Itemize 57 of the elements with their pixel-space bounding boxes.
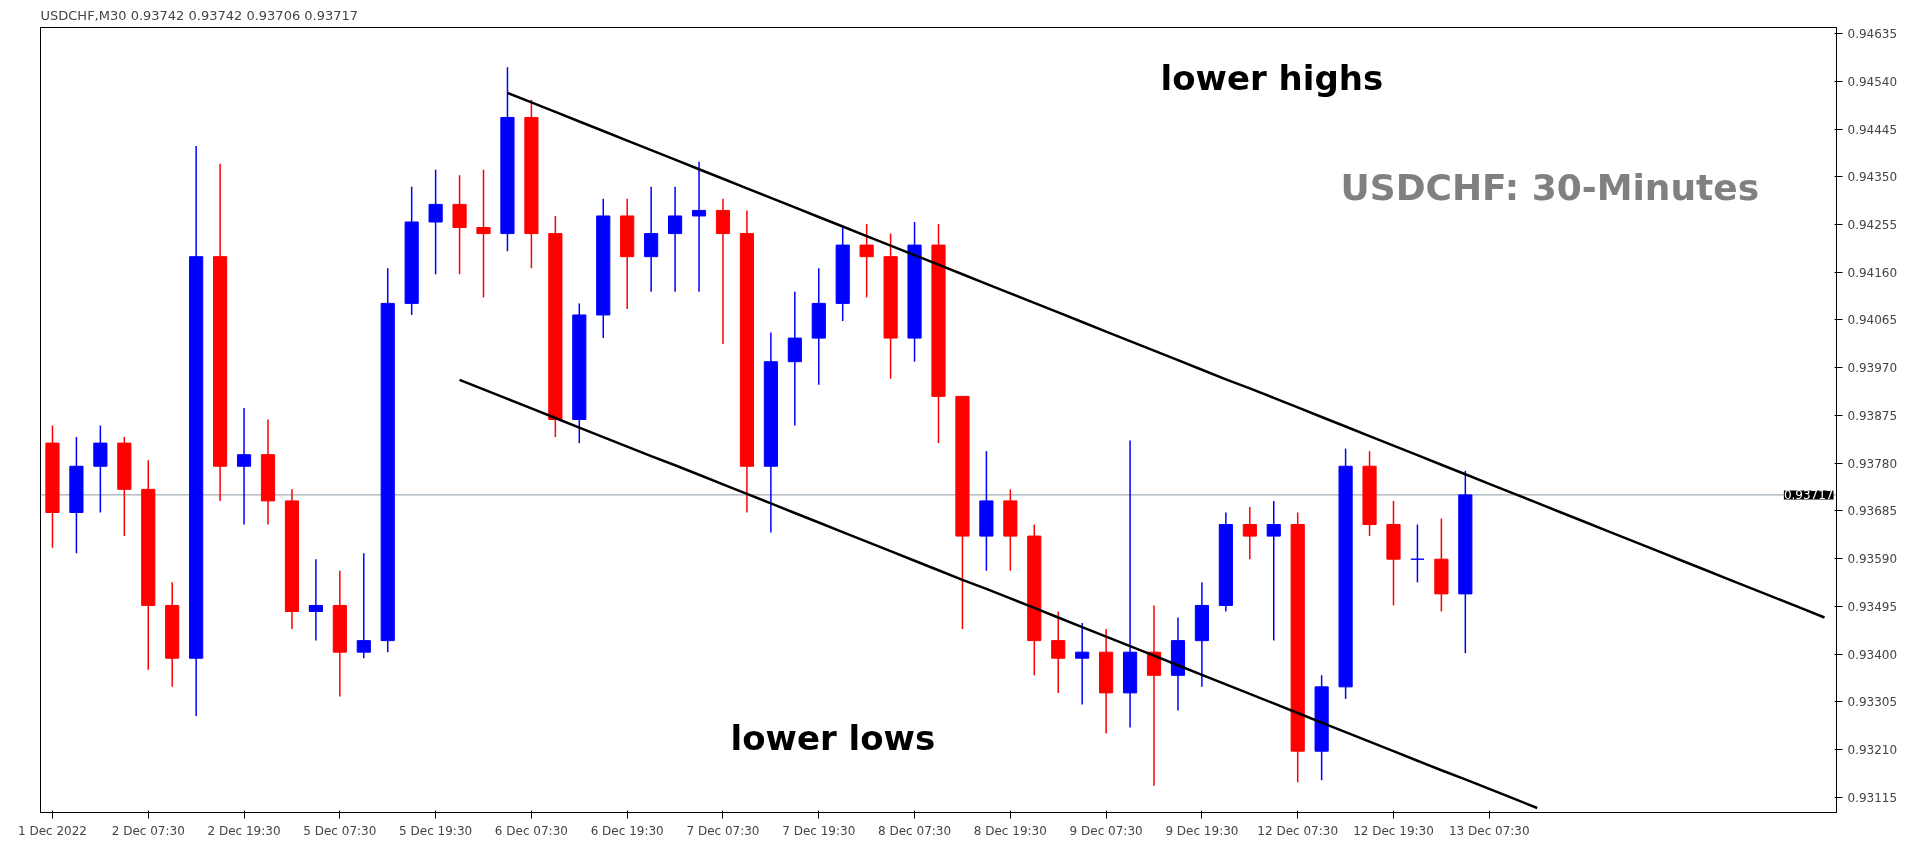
y-tick-label: 0.94445: [1847, 122, 1898, 137]
candlestick: [476, 168, 491, 299]
candlestick: [691, 160, 707, 293]
y-tick-label: 0.93685: [1847, 504, 1898, 519]
candlestick: [1410, 523, 1425, 584]
x-tick-label: 6 Dec 19:30: [590, 823, 664, 838]
candlestick: [668, 186, 683, 293]
line-series: [458, 378, 1539, 810]
candlestick: [1075, 622, 1090, 706]
y-tick-label: 0.93970: [1847, 361, 1898, 376]
x-tick-label: 13 Dec 07:30: [1448, 823, 1530, 838]
x-tick-label: 1 Dec 2022: [17, 823, 87, 838]
candlestick: [428, 168, 443, 276]
candlestick: [715, 198, 731, 345]
y-tick-label: 0.94065: [1847, 313, 1898, 328]
x-tick-label: 7 Dec 07:30: [686, 823, 760, 838]
annotation: lower highs: [1160, 57, 1384, 98]
y-tick-label: 0.94635: [1847, 27, 1898, 42]
ref-line-label: 0.93717: [1783, 488, 1834, 503]
y-tick-label: 0.94540: [1847, 74, 1898, 89]
x-tick-label: 5 Dec 07:30: [303, 823, 377, 838]
x-tick-label: 12 Dec 07:30: [1257, 823, 1339, 838]
x-tick-label: 12 Dec 19:30: [1353, 823, 1434, 838]
candlestick: [787, 291, 802, 427]
x-tick-label: 9 Dec 07:30: [1069, 823, 1143, 838]
candlestick: [859, 223, 874, 299]
annotation: USDCHF: 30-Minutes: [1340, 166, 1760, 208]
candlestick: [1242, 506, 1257, 560]
x-tick-label: 5 Dec 19:30: [399, 823, 473, 838]
x-tick-label: 6 Dec 07:30: [494, 823, 568, 838]
candlestick: [452, 174, 467, 276]
x-tick-label: 7 Dec 19:30: [782, 823, 856, 838]
candlestick: [356, 552, 371, 659]
candlestick: [644, 186, 659, 293]
candlestick: [93, 424, 108, 514]
x-tick-label: 9 Dec 19:30: [1165, 823, 1239, 838]
y-tick-label: 0.93115: [1847, 790, 1898, 805]
candlestick: [1051, 610, 1066, 694]
y-tick-label: 0.93590: [1847, 552, 1898, 567]
y-tick-label: 0.94350: [1847, 170, 1898, 185]
x-tick-label: 8 Dec 07:30: [878, 823, 952, 838]
x-tick-label: 2 Dec 07:30: [111, 823, 185, 838]
candlestick: [308, 558, 323, 642]
y-tick-label: 0.93495: [1847, 599, 1898, 614]
y-tick-label: 0.94160: [1847, 265, 1898, 280]
y-tick-label: 0.93400: [1847, 647, 1898, 662]
y-tick-label: 0.93305: [1847, 695, 1898, 710]
candlestick: [236, 407, 252, 526]
candlestick: [1266, 500, 1281, 642]
x-tick-label: 8 Dec 19:30: [973, 823, 1047, 838]
annotation: lower lows: [730, 717, 936, 758]
y-tick-label: 0.93780: [1847, 456, 1898, 471]
chart-title: USDCHF,M30 0.93742 0.93742 0.93706 0.93717: [40, 7, 359, 23]
x-tick-label: 2 Dec 19:30: [207, 823, 281, 838]
y-tick-label: 0.94255: [1847, 218, 1898, 232]
y-tick-label: 0.93210: [1847, 743, 1898, 758]
y-tick-label: 0.93875: [1847, 408, 1898, 423]
